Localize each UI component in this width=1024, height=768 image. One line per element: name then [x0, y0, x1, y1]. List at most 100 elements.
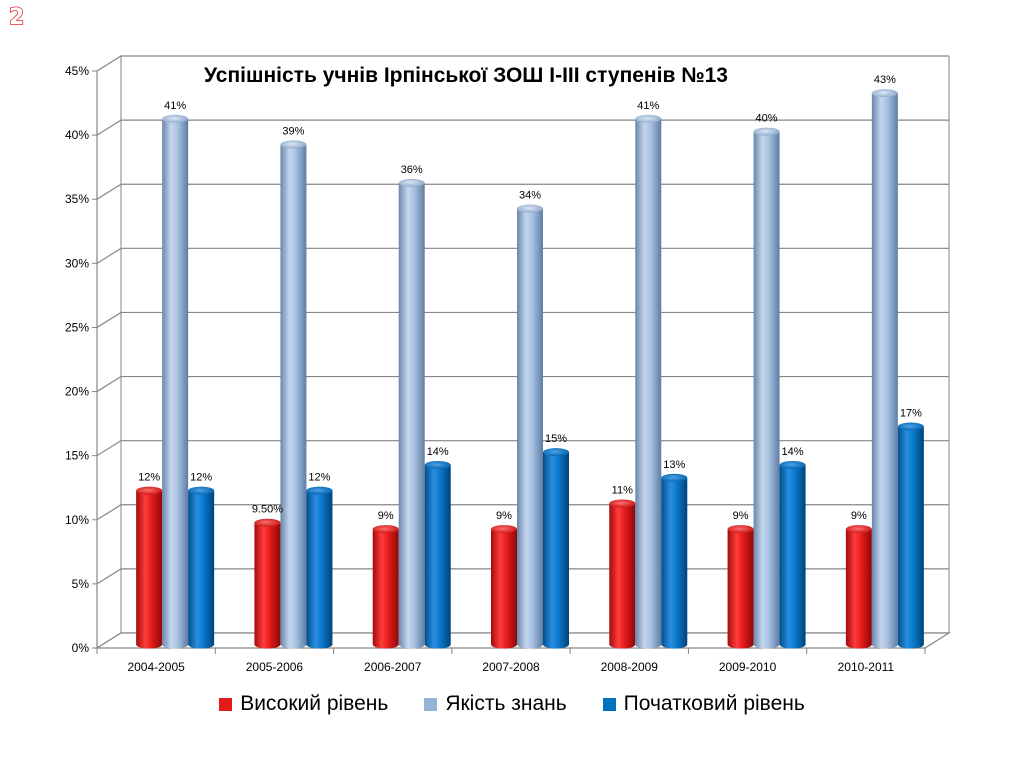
bar-initial [779, 460, 806, 649]
data-label: 14% [782, 446, 804, 458]
bar-body [661, 477, 688, 649]
data-label: 39% [282, 125, 304, 137]
bar-body [188, 490, 215, 649]
chart: 0% 5% 10% 15% 20% 25% 30% 35% 40% 45% 2004-2005 200… [65, 55, 952, 674]
y-tick-label: 30% [65, 256, 89, 270]
bar-cap [609, 499, 636, 508]
data-label: 12% [190, 472, 212, 484]
legend-swatch-high [219, 697, 233, 711]
bar-cap [162, 114, 189, 123]
data-label: 9.50% [252, 504, 283, 516]
y-tick-label: 35% [65, 192, 89, 206]
x-tick-label: 2007-2008 [482, 660, 540, 674]
bar-quality [280, 140, 307, 649]
data-label: 43% [874, 74, 896, 86]
data-label: 41% [637, 100, 659, 112]
bar-body [543, 452, 569, 649]
bar-cap [727, 525, 754, 534]
bar-body [779, 464, 806, 649]
data-label: 11% [612, 484, 633, 496]
y-tick-label: 15% [65, 449, 89, 463]
data-label: 36% [401, 164, 423, 176]
legend-item-quality: Якість знань [424, 692, 567, 716]
bar-high [136, 486, 163, 649]
bar-body [398, 182, 425, 649]
data-label: 41% [164, 100, 186, 112]
bar-body [727, 529, 754, 649]
legend-item-initial: Початковий рівень [602, 692, 805, 716]
data-label: 14% [427, 446, 449, 458]
slide-number: 2 [8, 5, 25, 31]
bar-cap [372, 525, 399, 534]
data-label: 17% [900, 408, 922, 420]
bars [136, 89, 924, 649]
bar-initial [188, 486, 215, 649]
bar-body [753, 131, 780, 649]
x-tick-label: 2005-2006 [246, 660, 304, 674]
legend-label-high: Високий рівень [240, 692, 389, 715]
data-label: 9% [496, 510, 512, 522]
bar-quality [871, 89, 898, 649]
bar-initial [543, 448, 569, 649]
bar-body [871, 93, 898, 649]
bar-cap [871, 89, 898, 98]
y-tick-label: 5% [72, 577, 90, 591]
x-tick-label: 2009-2010 [719, 660, 777, 674]
y-tick-label: 20% [65, 385, 89, 399]
bar-high [254, 518, 281, 649]
bar-cap [254, 518, 281, 527]
bar-cap [779, 460, 806, 469]
legend-swatch-quality [424, 697, 438, 711]
bar-high [845, 525, 872, 649]
bar-high [727, 525, 754, 649]
bar-quality [517, 204, 543, 649]
legend: Високий рівень Якість знань Початковий р… [0, 692, 1024, 716]
y-tick-label: 45% [65, 64, 89, 78]
bar-quality [753, 127, 780, 649]
bar-body [372, 529, 399, 649]
data-label: 15% [545, 433, 567, 445]
bar-cap [635, 114, 662, 123]
bar-body [491, 529, 517, 649]
bar-initial [661, 473, 688, 649]
y-tick-label: 10% [65, 513, 89, 527]
bar-cap [897, 422, 924, 431]
bar-cap [491, 525, 517, 534]
bar-cap [543, 448, 569, 457]
bar-cap [517, 204, 543, 213]
x-tick-label: 2004-2005 [127, 660, 185, 674]
bar-cap [661, 473, 688, 482]
bar-body [609, 503, 636, 649]
bar-cap [136, 486, 163, 495]
bar-cap [424, 460, 451, 469]
bar-initial [306, 486, 333, 649]
y-tick-label: 0% [72, 641, 90, 655]
data-label: 13% [663, 459, 685, 471]
legend-label-quality: Якість знань [445, 692, 567, 715]
y-tick-label: 40% [65, 128, 89, 142]
data-label: 9% [378, 510, 394, 522]
chart-title: Успішність учнів Ірпінської ЗОШ І-ІІІ ст… [204, 64, 728, 87]
bar-body [306, 490, 333, 649]
bar-body [136, 490, 163, 649]
data-label: 12% [138, 472, 160, 484]
bar-initial [424, 460, 451, 649]
bar-cap [280, 140, 307, 149]
data-label: 9% [733, 510, 749, 522]
bar-body [897, 426, 924, 649]
gridline [96, 119, 949, 136]
data-labels: 12% 41% 12% 9.50% 39% 12% 9% 36% 14% 9% 34% 15% 11% 4… [138, 74, 922, 522]
bar-quality [162, 114, 189, 649]
legend-swatch-initial [602, 697, 616, 711]
bar-high [609, 499, 636, 649]
bar-cap [306, 486, 333, 495]
bar-body [424, 464, 451, 649]
bar-body [280, 144, 307, 649]
bar-initial [897, 422, 924, 649]
bar-body [635, 118, 662, 649]
bar-body [517, 208, 543, 649]
data-label: 9% [851, 510, 867, 522]
data-label: 12% [308, 472, 330, 484]
bar-cap [753, 127, 780, 136]
legend-item-high: Високий рівень [219, 692, 388, 716]
